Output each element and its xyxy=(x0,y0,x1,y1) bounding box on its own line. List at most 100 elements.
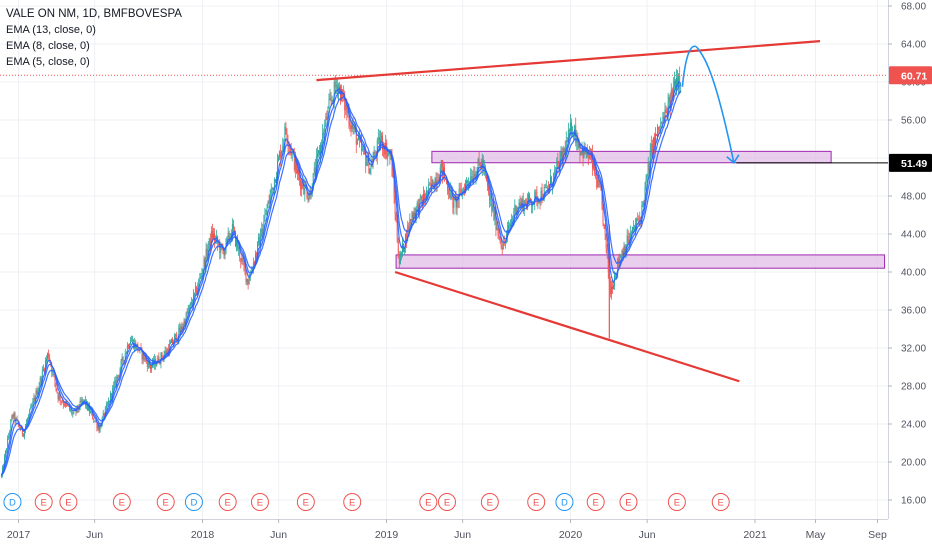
ema-5-line xyxy=(0,81,681,476)
svg-text:D: D xyxy=(561,498,568,509)
candle xyxy=(398,251,400,268)
candle xyxy=(473,166,475,185)
symbol-title[interactable]: VALE ON NM, 1D, BMFBOVESPA xyxy=(6,8,182,20)
candle xyxy=(571,118,572,138)
candle xyxy=(108,397,109,406)
x-tick-label: 2019 xyxy=(375,529,399,541)
ema-8-line xyxy=(0,84,681,476)
candle xyxy=(93,417,95,423)
candle xyxy=(263,214,265,231)
upper-trendline[interactable] xyxy=(316,40,821,82)
candle xyxy=(602,204,604,227)
candle xyxy=(560,145,562,161)
candle xyxy=(675,79,676,89)
legend-ema13[interactable]: EMA (13, close, 0) xyxy=(6,24,96,36)
candle xyxy=(440,159,442,172)
candle xyxy=(278,155,280,162)
svg-text:51.49: 51.49 xyxy=(901,158,927,170)
candle xyxy=(125,351,127,354)
candle xyxy=(650,135,652,158)
svg-text:E: E xyxy=(487,498,493,509)
support-zone[interactable] xyxy=(395,254,886,269)
earnings-marker[interactable]: E xyxy=(619,493,638,511)
projection-arrow[interactable] xyxy=(681,45,735,163)
y-tick-label: 28.00 xyxy=(901,382,926,393)
candle xyxy=(8,432,10,440)
earnings-marker[interactable]: E xyxy=(343,493,362,511)
earnings-marker[interactable]: E xyxy=(711,493,730,511)
earnings-marker[interactable]: E xyxy=(527,493,546,511)
candle xyxy=(246,278,248,286)
candle xyxy=(187,304,189,315)
candle xyxy=(261,222,263,238)
earnings-marker[interactable]: E xyxy=(156,493,175,511)
svg-text:E: E xyxy=(257,498,263,509)
candle xyxy=(189,301,191,309)
candle xyxy=(6,448,8,454)
svg-text:E: E xyxy=(533,498,539,509)
resistance-zone[interactable] xyxy=(431,150,832,164)
candle xyxy=(523,199,525,217)
y-tick-label: 20.00 xyxy=(901,458,926,469)
candle xyxy=(132,335,134,344)
candle xyxy=(232,219,234,237)
time-axis-bg xyxy=(0,519,888,550)
ema-13-line xyxy=(0,90,682,476)
earnings-marker[interactable]: E xyxy=(667,493,686,511)
earnings-marker[interactable]: E xyxy=(419,493,438,511)
earnings-marker[interactable]: E xyxy=(34,493,53,511)
earnings-marker[interactable]: E xyxy=(437,493,456,511)
candle xyxy=(313,161,315,177)
lower-trendline[interactable] xyxy=(394,270,740,383)
earnings-marker[interactable]: E xyxy=(250,493,269,511)
dividend-marker[interactable]: D xyxy=(555,493,574,511)
y-tick-label: 68.00 xyxy=(901,2,926,13)
svg-text:E: E xyxy=(349,498,355,509)
candle xyxy=(459,182,461,194)
dividend-marker[interactable]: D xyxy=(184,493,203,511)
earnings-marker[interactable]: E xyxy=(218,493,237,511)
candle xyxy=(605,233,607,254)
candle xyxy=(540,187,542,206)
candle xyxy=(199,273,201,283)
candle xyxy=(121,353,123,366)
y-tick-label: 40.00 xyxy=(901,268,926,279)
earnings-marker[interactable]: E xyxy=(112,493,131,511)
earnings-marker[interactable]: E xyxy=(480,493,499,511)
candle xyxy=(637,212,639,222)
candle xyxy=(377,128,379,145)
candle xyxy=(115,376,117,387)
x-tick-label: 2018 xyxy=(191,529,215,541)
candle xyxy=(206,244,208,260)
svg-text:E: E xyxy=(65,498,71,509)
earnings-marker[interactable]: E xyxy=(296,493,315,511)
candle xyxy=(290,142,292,159)
candle xyxy=(537,196,539,209)
candle xyxy=(186,307,188,319)
legend-ema5[interactable]: EMA (5, close, 0) xyxy=(6,56,90,68)
earnings-marker[interactable]: E xyxy=(586,493,605,511)
candle xyxy=(399,250,401,265)
candle xyxy=(656,133,658,137)
drawing-zones xyxy=(395,150,886,269)
candle xyxy=(301,177,303,197)
candle xyxy=(195,281,197,295)
target-price-tag: 51.49 xyxy=(889,153,932,172)
candle xyxy=(482,155,484,175)
y-tick-label: 24.00 xyxy=(901,420,926,431)
dividend-marker[interactable]: D xyxy=(3,493,22,511)
candle xyxy=(570,114,571,136)
candle xyxy=(617,257,619,279)
candle xyxy=(541,183,543,204)
candle xyxy=(19,425,21,432)
legend-ema8[interactable]: EMA (8, close, 0) xyxy=(6,40,90,52)
candle xyxy=(620,254,622,259)
candle xyxy=(89,402,91,417)
earnings-marker[interactable]: E xyxy=(59,493,78,511)
svg-text:E: E xyxy=(163,498,169,509)
y-tick-label: 64.00 xyxy=(901,40,926,51)
